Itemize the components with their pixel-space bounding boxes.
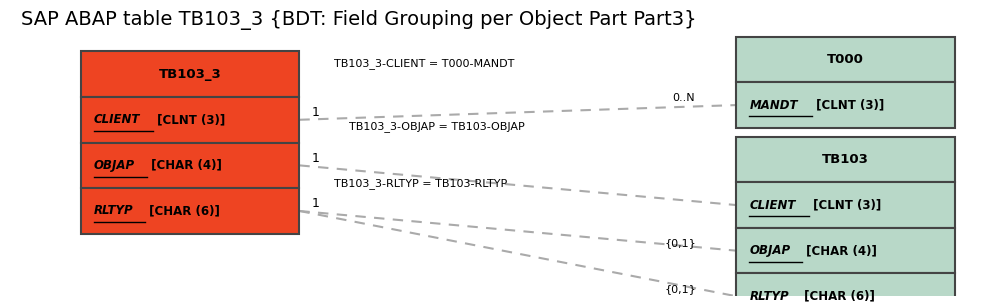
Text: [CLNT (3)]: [CLNT (3)] bbox=[812, 98, 883, 112]
Text: RLTYP: RLTYP bbox=[94, 205, 133, 217]
Text: [CHAR (6)]: [CHAR (6)] bbox=[144, 205, 220, 217]
Text: CLIENT: CLIENT bbox=[749, 199, 796, 212]
Text: 1: 1 bbox=[312, 106, 319, 119]
Text: 1: 1 bbox=[312, 151, 319, 164]
FancyBboxPatch shape bbox=[81, 143, 300, 188]
FancyBboxPatch shape bbox=[81, 188, 300, 234]
Text: [CHAR (4)]: [CHAR (4)] bbox=[146, 159, 221, 172]
Text: OBJAP: OBJAP bbox=[749, 244, 791, 257]
Text: CLIENT: CLIENT bbox=[94, 113, 140, 126]
Text: OBJAP: OBJAP bbox=[94, 159, 134, 172]
Text: {0,1}: {0,1} bbox=[665, 238, 696, 248]
Text: MANDT: MANDT bbox=[749, 98, 798, 112]
Text: 1: 1 bbox=[312, 197, 319, 210]
Text: TB103: TB103 bbox=[822, 153, 870, 166]
Text: [CHAR (6)]: [CHAR (6)] bbox=[800, 290, 875, 303]
Text: T000: T000 bbox=[828, 53, 865, 66]
FancyBboxPatch shape bbox=[736, 137, 955, 182]
Text: TB103_3-RLTYP = TB103-RLTYP: TB103_3-RLTYP = TB103-RLTYP bbox=[334, 178, 507, 189]
FancyBboxPatch shape bbox=[736, 228, 955, 274]
Text: [CLNT (3)]: [CLNT (3)] bbox=[153, 113, 226, 126]
Text: [CHAR (4)]: [CHAR (4)] bbox=[802, 244, 877, 257]
Text: RLTYP: RLTYP bbox=[749, 290, 789, 303]
FancyBboxPatch shape bbox=[736, 82, 955, 128]
Text: TB103_3-CLIENT = T000-MANDT: TB103_3-CLIENT = T000-MANDT bbox=[334, 58, 515, 69]
Text: TB103_3: TB103_3 bbox=[158, 68, 221, 81]
FancyBboxPatch shape bbox=[81, 97, 300, 143]
Text: SAP ABAP table TB103_3 {BDT: Field Grouping per Object Part Part3}: SAP ABAP table TB103_3 {BDT: Field Group… bbox=[21, 10, 697, 30]
Text: {0,1}: {0,1} bbox=[665, 284, 696, 294]
Text: 0..N: 0..N bbox=[672, 93, 694, 103]
FancyBboxPatch shape bbox=[736, 182, 955, 228]
FancyBboxPatch shape bbox=[736, 37, 955, 82]
Text: TB103_3-OBJAP = TB103-OBJAP: TB103_3-OBJAP = TB103-OBJAP bbox=[349, 121, 525, 132]
FancyBboxPatch shape bbox=[81, 51, 300, 97]
Text: [CLNT (3)]: [CLNT (3)] bbox=[809, 199, 881, 212]
FancyBboxPatch shape bbox=[736, 274, 955, 304]
